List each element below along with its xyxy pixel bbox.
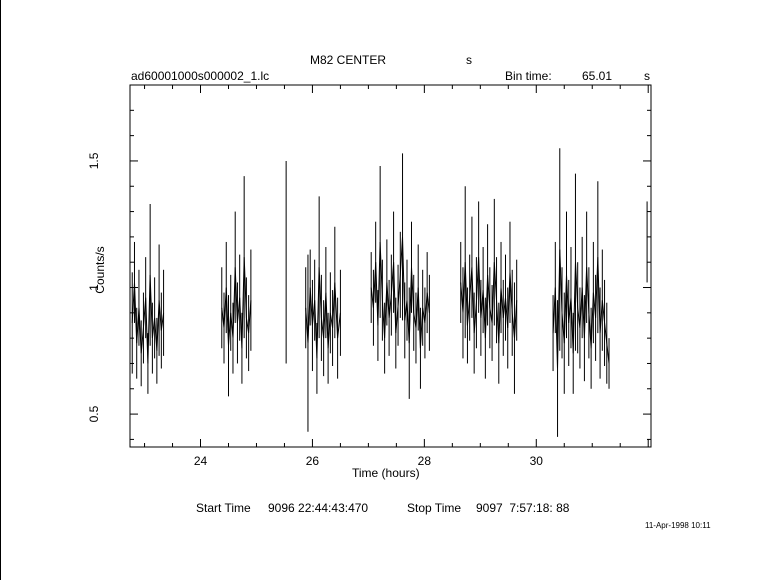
stop-time-value: 9097 7:57:18: 88 [476,501,570,515]
y-axis-label: Counts/s [93,246,107,294]
start-time-value: 9096 22:44:43:470 [268,501,369,515]
y-tick-label: 0.5 [87,405,101,422]
y-tick-label: 1 [87,284,101,291]
x-tick-label: 30 [530,454,544,468]
title-unit: s [466,53,472,67]
x-tick-label: 28 [418,454,432,468]
series-line [552,249,610,369]
start-time-label: Start Time [196,501,251,515]
bin-time-label: Bin time: [505,69,552,83]
axis-ticks: 24 26 28 30 0.5 1 1.5 [87,84,651,468]
x-tick-label: 26 [306,454,320,468]
series-line [305,267,341,359]
stop-time-label: Stop Time [407,501,462,515]
date-stamp: 11-Apr-1998 10:11 [645,521,711,530]
bin-time-unit: s [644,69,650,83]
bin-time-value: 65.01 [582,69,613,83]
y-tick-label: 1.5 [87,152,101,169]
plot-frame [129,84,652,448]
x-axis-label: Time (hours) [352,466,420,480]
chart-title: M82 CENTER [310,53,387,67]
x-tick-label: 24 [194,454,208,468]
data-marks [131,148,648,437]
series-line [460,257,518,344]
filename-label: ad60001000s000002_1.lc [131,69,270,83]
